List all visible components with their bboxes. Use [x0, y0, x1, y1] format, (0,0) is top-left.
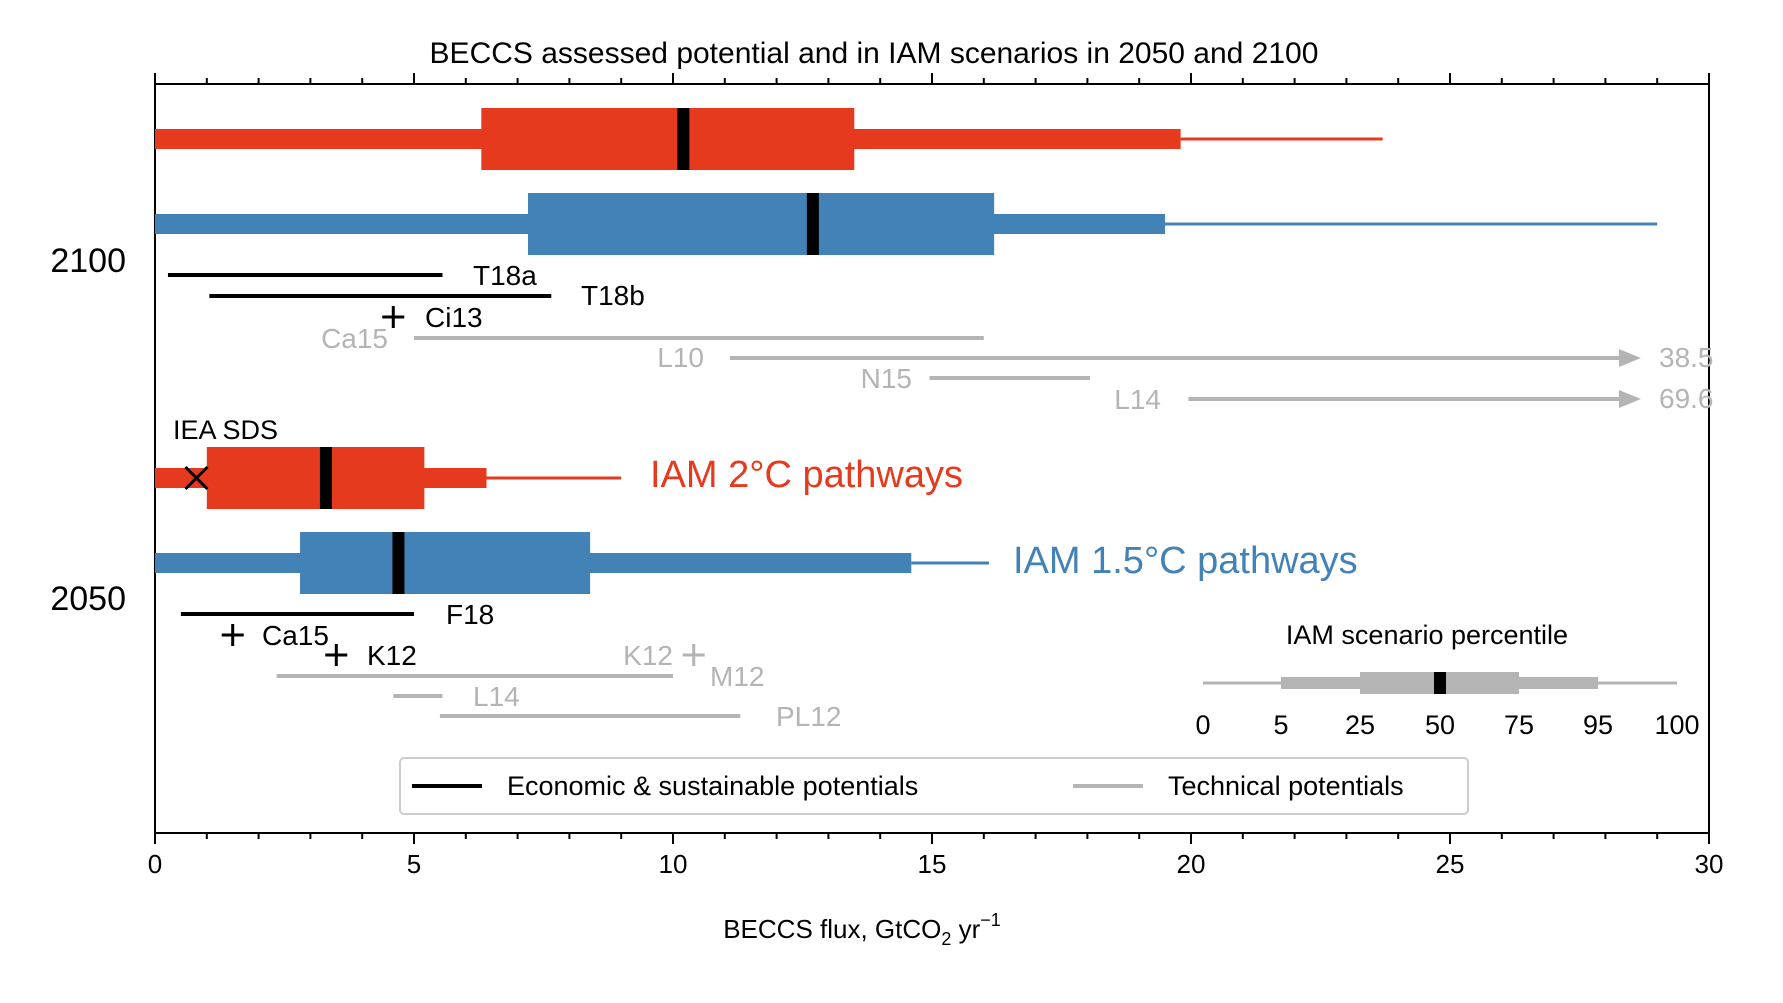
iam-2050-iam_2c-median [319, 447, 332, 509]
iam-2100-iam_2c-box [481, 108, 855, 170]
assessed-l14-arrow-value: 69.6 [1659, 383, 1714, 414]
x-axis-label-sup: −1 [980, 910, 1001, 930]
percentile-key-label: 25 [1345, 710, 1375, 740]
x-axis-label: BECCS flux, GtCO2 yr−1 [723, 910, 1001, 949]
x-axis-label-main: BECCS flux, GtCO [723, 914, 941, 944]
label-iam-2c: IAM 2°C pathways [650, 454, 963, 496]
percentile-key-title: IAM scenario percentile [1286, 620, 1568, 650]
percentile-key: IAM scenario percentile 0 5 25 50 75 95 100 [1195, 620, 1699, 740]
percentile-key-label: 100 [1654, 710, 1699, 740]
axes: 0 5 10 15 20 25 30 [148, 73, 1724, 879]
x-ticks: 0 5 10 15 20 25 30 [148, 73, 1724, 879]
y-label-2100: 2100 [50, 242, 126, 280]
y-label-2050: 2050 [50, 580, 126, 618]
x-tick-label: 15 [918, 849, 947, 879]
assessed-ca15-label: Ca15 [321, 323, 388, 354]
percentile-key-label: 50 [1425, 710, 1455, 740]
percentile-key-label: 5 [1273, 710, 1288, 740]
iam-2050-iam_15c-median [392, 532, 405, 594]
assessed-l14-label: L14 [473, 681, 520, 712]
assessed-l14-label: L14 [1114, 384, 1161, 415]
assessed-m12-label: M12 [710, 661, 764, 692]
x-tick-label: 10 [659, 849, 688, 879]
iam-2100-iam_15c-median [806, 193, 819, 255]
iam-2050-iam_2c-box [206, 447, 425, 509]
assessed-k12-label: K12 [623, 640, 673, 671]
x-tick-label: 20 [1177, 849, 1206, 879]
assessed-t18a-label: T18a [473, 260, 537, 291]
iam-2050-iam_15c-box [300, 532, 591, 594]
legend-frame [399, 757, 1469, 815]
assessed-l10-label: L10 [657, 342, 704, 373]
iea-sds-label: IEA SDS [173, 415, 278, 445]
x-tick-label: 0 [148, 849, 162, 879]
x-tick-label: 5 [407, 849, 421, 879]
assessed-n15-label: N15 [861, 363, 912, 394]
assessed-k12-point [682, 644, 705, 666]
x-axis-label-sub: 2 [941, 929, 951, 949]
assessed-pl12-label: PL12 [776, 701, 841, 732]
label-iam-15c: IAM 1.5°C pathways [1013, 540, 1358, 582]
assessed-f18-label: F18 [446, 599, 494, 630]
legend: Economic & sustainable potentials Techni… [399, 757, 1469, 815]
assessed-k12-point [325, 644, 348, 666]
legend-technical-label: Technical potentials [1168, 771, 1404, 801]
percentile-key-label: 75 [1504, 710, 1534, 740]
x-tick-label: 30 [1695, 849, 1724, 879]
assessed-l14-arrow [1618, 390, 1641, 408]
assessed-ca15-label: Ca15 [262, 620, 329, 651]
percentile-key-label: 0 [1195, 710, 1210, 740]
assessed-l10-arrow [1618, 349, 1641, 367]
assessed-k12-label: K12 [367, 640, 417, 671]
x-axis-label-mid: yr [951, 914, 980, 944]
chart-marks: T18a T18b Ci13 Ca15 38.5 L10 N15 69.6 L14 F18 Ca15… [155, 108, 1714, 732]
assessed-l10-arrow-value: 38.5 [1659, 342, 1714, 373]
percentile-key-median [1434, 672, 1446, 694]
iea-sds-marker [184, 465, 209, 491]
assessed-t18b-label: T18b [581, 280, 645, 311]
iam-2100-iam_15c-box [527, 193, 995, 255]
iam-2100-iam_2c-median [677, 108, 690, 170]
assessed-ci13-point [382, 306, 405, 328]
chart-title: BECCS assessed potential and in IAM scen… [430, 37, 1319, 70]
assessed-ca15-point [221, 624, 244, 646]
assessed-ci13-label: Ci13 [425, 302, 483, 333]
percentile-key-label: 95 [1583, 710, 1613, 740]
x-tick-label: 25 [1436, 849, 1465, 879]
legend-economic-label: Economic & sustainable potentials [507, 771, 918, 801]
